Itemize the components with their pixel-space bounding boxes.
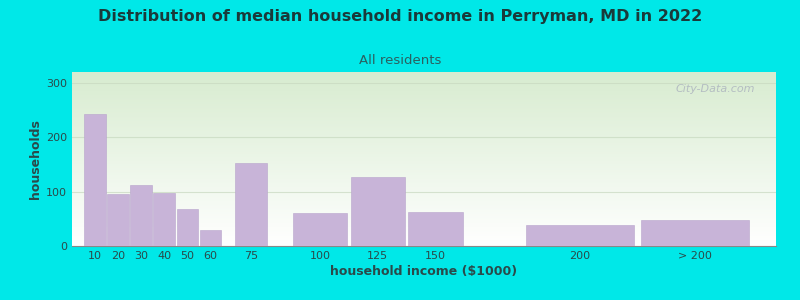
Y-axis label: households: households	[29, 119, 42, 199]
X-axis label: household income ($1000): household income ($1000)	[330, 265, 518, 278]
Bar	[526, 225, 634, 246]
Bar	[154, 193, 175, 246]
Bar	[130, 185, 152, 246]
Text: Distribution of median household income in Perryman, MD in 2022: Distribution of median household income …	[98, 9, 702, 24]
Bar	[409, 212, 462, 246]
Bar	[234, 163, 267, 246]
Bar	[200, 230, 222, 246]
Bar	[293, 213, 347, 246]
Text: All residents: All residents	[359, 54, 441, 67]
Bar	[350, 177, 405, 246]
Text: City-Data.com: City-Data.com	[675, 84, 755, 94]
Bar	[107, 194, 129, 246]
Bar	[177, 209, 198, 246]
Bar	[84, 114, 106, 246]
Bar	[641, 220, 750, 246]
